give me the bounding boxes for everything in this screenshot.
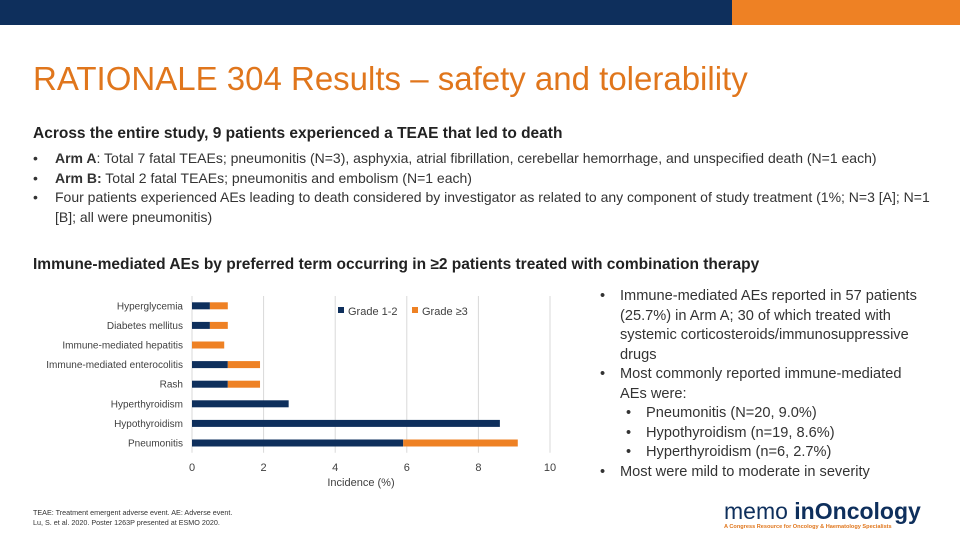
section-heading-immune-aes: Immune-mediated AEs by preferred term oc… <box>33 256 760 273</box>
legend-swatch <box>412 307 418 313</box>
list-item: • Immune-mediated AEs reported in 57 pat… <box>600 287 925 365</box>
category-label: Rash <box>160 380 183 391</box>
x-tick-label: 6 <box>404 462 410 474</box>
bullet-marker: • <box>600 288 606 304</box>
category-label: Pneumonitis <box>128 439 183 450</box>
bullet-marker: • <box>626 444 632 460</box>
bar-segment <box>192 419 500 427</box>
logo-wordmark: memo inOncology <box>724 498 934 525</box>
bullet-bold: Arm A <box>55 150 97 166</box>
top-bar-orange <box>732 0 960 25</box>
bar-segment <box>192 361 228 369</box>
x-tick-label: 10 <box>544 462 556 474</box>
footnote: TEAE: Treatment emergent adverse event. … <box>33 508 232 528</box>
legend-label: Grade 1-2 <box>348 306 398 318</box>
footnote-line: Lu, S. et al. 2020. Poster 1263P present… <box>33 518 220 527</box>
bar-segment <box>192 439 404 447</box>
logo-part: Oncology <box>814 498 921 524</box>
x-tick-label: 4 <box>332 462 338 474</box>
bar-segment <box>192 341 225 349</box>
logo-tagline: A Congress Resource for Oncology & Haema… <box>724 524 892 530</box>
bullet-text: Hypothyroidism (n=19, 8.6%) <box>646 424 835 441</box>
death-bullet-list: • Arm A: Total 7 fatal TEAEs; pneumoniti… <box>33 149 933 227</box>
bullet-text: Four patients experienced AEs leading to… <box>55 189 930 225</box>
bar-segment <box>192 321 210 329</box>
immune-ae-summary-list: • Immune-mediated AEs reported in 57 pat… <box>600 287 925 482</box>
sub-list-item: • Hypothyroidism (n=19, 8.6%) <box>600 424 925 444</box>
category-label: Hypothyroidism <box>114 419 183 430</box>
x-tick-label: 2 <box>261 462 267 474</box>
bar-segment <box>209 302 228 310</box>
x-tick-label: 8 <box>475 462 481 474</box>
bullet-text: Total 2 fatal TEAEs; pneumonitis and emb… <box>101 169 472 186</box>
bullet-text: Most commonly reported immune-mediated A… <box>620 366 902 402</box>
category-label: Immune-mediated hepatitis <box>62 341 183 352</box>
bullet-marker: • <box>33 189 38 205</box>
bar-segment <box>192 400 289 408</box>
sub-list-item: • Hyperthyroidism (n=6, 2.7%) <box>600 443 925 463</box>
bar-segment <box>209 321 228 329</box>
sub-list-item: • Pneumonitis (N=20, 9.0%) <box>600 404 925 424</box>
category-label: Diabetes mellitus <box>107 321 183 332</box>
bullet-marker: • <box>600 366 606 382</box>
section-heading-deaths: Across the entire study, 9 patients expe… <box>33 125 563 142</box>
footnote-line: TEAE: Treatment emergent adverse event. … <box>33 508 233 517</box>
bar-segment <box>192 380 228 388</box>
list-item: • Arm B: Total 2 fatal TEAEs; pneumoniti… <box>33 169 933 189</box>
bullet-marker: • <box>33 169 38 186</box>
category-label: Hyperthyroidism <box>111 399 183 410</box>
slide-title: RATIONALE 304 Results – safety and toler… <box>33 60 748 97</box>
top-bar-navy <box>0 0 732 25</box>
list-item: • Most were mild to moderate in severity <box>600 463 925 483</box>
bullet-text: Immune-mediated AEs reported in 57 patie… <box>620 288 917 363</box>
x-axis-label: Incidence (%) <box>327 477 394 489</box>
legend-swatch <box>338 307 344 313</box>
bullet-marker: • <box>626 424 632 441</box>
memo-inoncology-logo: memo inOncology A Congress Resource for … <box>724 498 934 530</box>
bullet-marker: • <box>600 463 606 480</box>
logo-part: in <box>794 498 815 524</box>
legend-label: Grade ≥3 <box>422 306 468 318</box>
bullet-marker: • <box>626 405 632 421</box>
bar-segment <box>192 302 210 310</box>
bullet-text: Most were mild to moderate in severity <box>620 463 870 480</box>
bullet-text: Pneumonitis (N=20, 9.0%) <box>646 405 817 421</box>
bar-segment <box>403 439 518 447</box>
category-label: Hyperglycemia <box>117 301 184 312</box>
list-item: • Most commonly reported immune-mediated… <box>600 365 925 404</box>
x-tick-label: 0 <box>189 462 195 474</box>
category-label: Immune-mediated enterocolitis <box>46 360 183 371</box>
list-item: • Arm A: Total 7 fatal TEAEs; pneumoniti… <box>33 149 933 169</box>
bar-segment <box>227 380 261 388</box>
logo-part: memo <box>724 498 795 524</box>
bullet-bold: Arm B: <box>55 169 102 186</box>
bar-segment <box>227 361 261 369</box>
bullet-text: Hyperthyroidism (n=6, 2.7%) <box>646 444 832 460</box>
bullet-text: : Total 7 fatal TEAEs; pneumonitis (N=3)… <box>96 150 877 166</box>
bullet-marker: • <box>33 150 38 166</box>
list-item: • Four patients experienced AEs leading … <box>33 188 933 227</box>
